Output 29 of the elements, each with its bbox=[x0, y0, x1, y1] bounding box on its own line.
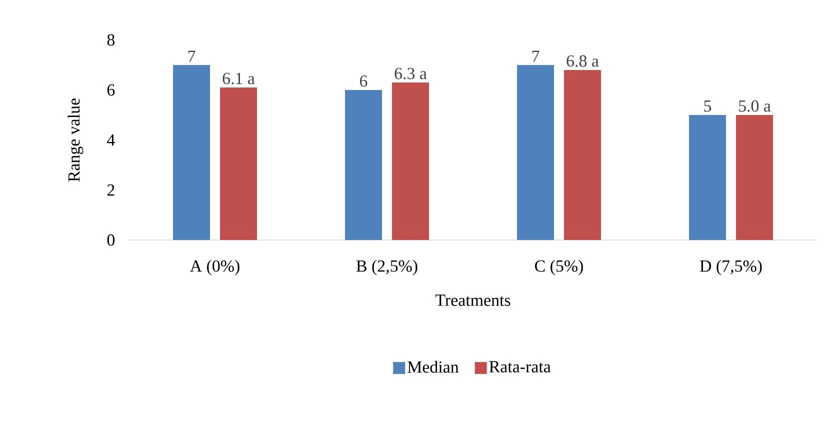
data-label: 7 bbox=[188, 50, 196, 62]
bar bbox=[564, 70, 602, 240]
bar bbox=[345, 90, 382, 240]
x-tick-label: D (7,5%) bbox=[700, 260, 762, 276]
bar bbox=[173, 65, 210, 240]
data-label: 6 bbox=[360, 75, 368, 87]
bar bbox=[517, 65, 554, 240]
x-tick-label: C (5%) bbox=[534, 260, 583, 276]
x-axis-title: Treatments bbox=[436, 294, 510, 306]
y-tick-label: 4 bbox=[107, 134, 115, 146]
data-label: 6.3 a bbox=[394, 68, 427, 80]
y-tick-label: 6 bbox=[107, 84, 115, 96]
y-tick-label: 8 bbox=[107, 34, 115, 46]
bar bbox=[689, 115, 726, 240]
data-label: 5 bbox=[704, 100, 712, 112]
data-label: 7 bbox=[532, 50, 540, 62]
bar bbox=[220, 88, 258, 240]
bar bbox=[392, 82, 430, 240]
data-label: 6.1 a bbox=[222, 72, 255, 84]
y-axis-title: Range value bbox=[68, 98, 84, 182]
data-label: 6.8 a bbox=[566, 55, 599, 67]
x-tick-label: B (2,5%) bbox=[356, 260, 418, 276]
data-label: 5.0 a bbox=[739, 100, 771, 112]
legend-label: Rata-rata bbox=[489, 361, 551, 372]
bar bbox=[736, 115, 774, 240]
y-tick-label: 2 bbox=[107, 184, 114, 196]
x-tick-label: A (0%) bbox=[190, 260, 240, 276]
legend-label: Median bbox=[408, 360, 459, 373]
y-tick-label: 0 bbox=[107, 234, 115, 246]
